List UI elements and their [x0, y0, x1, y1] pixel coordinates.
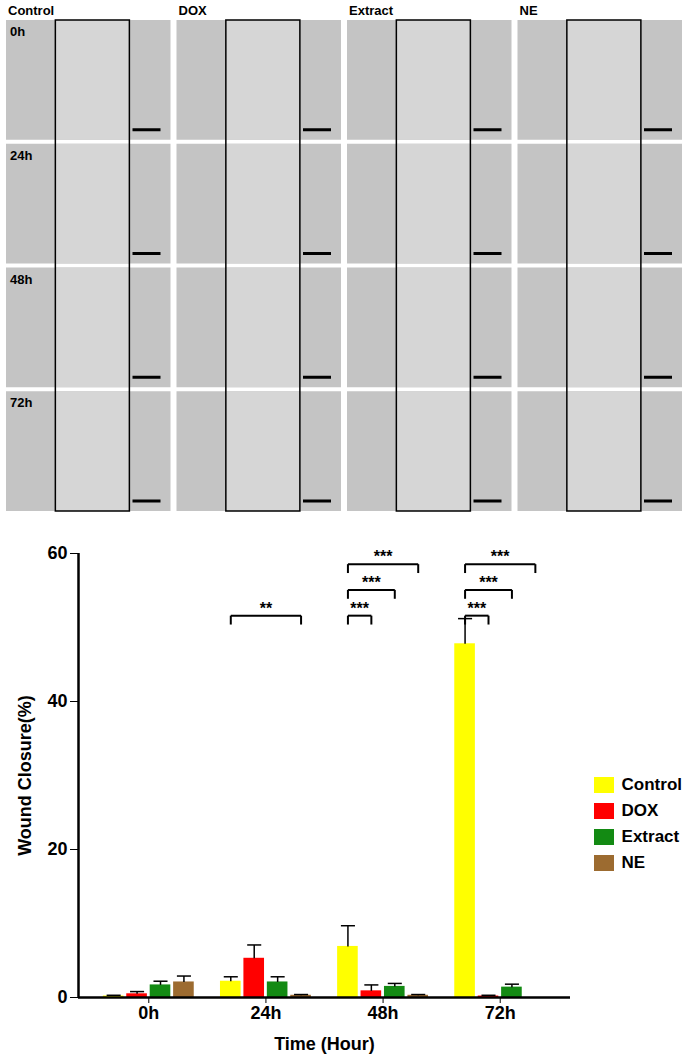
svg-text:Time (Hour): Time (Hour) [274, 1034, 375, 1054]
svg-text:24h: 24h [250, 1003, 281, 1023]
svg-text:20: 20 [47, 839, 67, 859]
svg-text:0h: 0h [10, 24, 25, 39]
svg-text:40: 40 [47, 691, 67, 711]
svg-text:DOX: DOX [179, 3, 208, 18]
svg-text:72h: 72h [10, 395, 32, 410]
svg-text:***: *** [374, 548, 393, 565]
html-text:Control: Control [621, 775, 682, 794]
svg-text:***: *** [350, 600, 369, 617]
svg-text:***: *** [479, 574, 498, 591]
svg-text:**: ** [260, 600, 273, 617]
svg-text:Control: Control [8, 3, 54, 18]
html-text:NE: NE [621, 853, 646, 872]
html-text:DOX: DOX [621, 801, 659, 820]
svg-text:Wound Closure(%): Wound Closure(%) [15, 695, 35, 856]
svg-text:***: *** [467, 600, 486, 617]
svg-text:0h: 0h [138, 1003, 159, 1023]
svg-text:60: 60 [47, 543, 67, 563]
html-text:Extract: Extract [621, 827, 680, 846]
svg-text:48h: 48h [368, 1003, 399, 1023]
svg-text:Extract: Extract [349, 3, 394, 18]
svg-text:0: 0 [57, 987, 67, 1007]
svg-text:24h: 24h [10, 148, 32, 163]
svg-text:***: *** [362, 574, 381, 591]
svg-text:48h: 48h [10, 272, 32, 287]
svg-text:***: *** [491, 548, 510, 565]
svg-text:NE: NE [520, 3, 538, 18]
svg-text:72h: 72h [485, 1003, 516, 1023]
